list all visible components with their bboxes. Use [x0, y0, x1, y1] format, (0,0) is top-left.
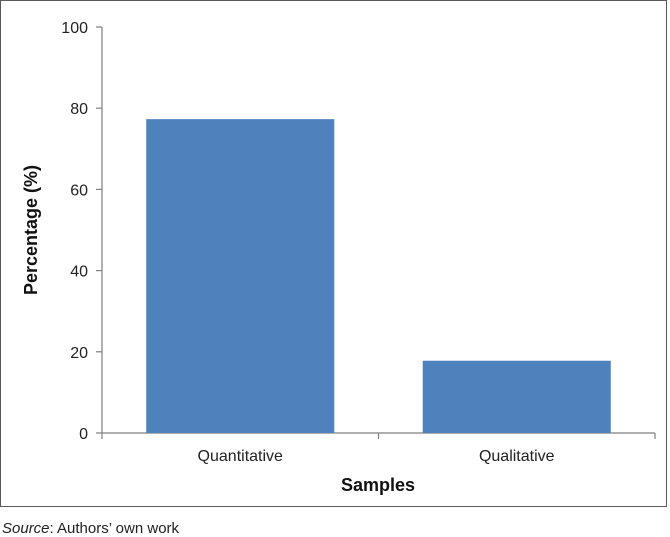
- x-axis-title: Samples: [341, 475, 415, 495]
- bar-quantitative: [146, 119, 335, 434]
- source-label: Source: [2, 520, 50, 537]
- y-axis: 0 20 40 60 80 100: [61, 20, 103, 443]
- bars: [146, 119, 611, 434]
- y-tick-label: 60: [70, 182, 88, 199]
- x-axis: Quantitative Qualitative: [101, 432, 656, 465]
- source-text: : Authors’ own work: [49, 520, 180, 537]
- chart-frame: 0 20 40 60 80 100 Quantitative Qualitative Per…: [0, 0, 667, 507]
- x-tick-label: Qualitative: [479, 448, 555, 465]
- y-tick-label: 0: [79, 426, 88, 443]
- x-tick-label: Quantitative: [198, 448, 283, 465]
- y-tick-label: 40: [70, 264, 88, 281]
- y-axis-title: Percentage (%): [21, 165, 41, 295]
- bar-chart: 0 20 40 60 80 100 Quantitative Qualitative Per…: [21, 20, 656, 495]
- y-tick-label: 100: [61, 20, 88, 37]
- y-tick-label: 80: [70, 101, 88, 118]
- source-note: Source: Authors’ own work: [2, 520, 179, 537]
- y-tick-label: 20: [70, 345, 88, 362]
- bar-qualitative: [422, 360, 611, 433]
